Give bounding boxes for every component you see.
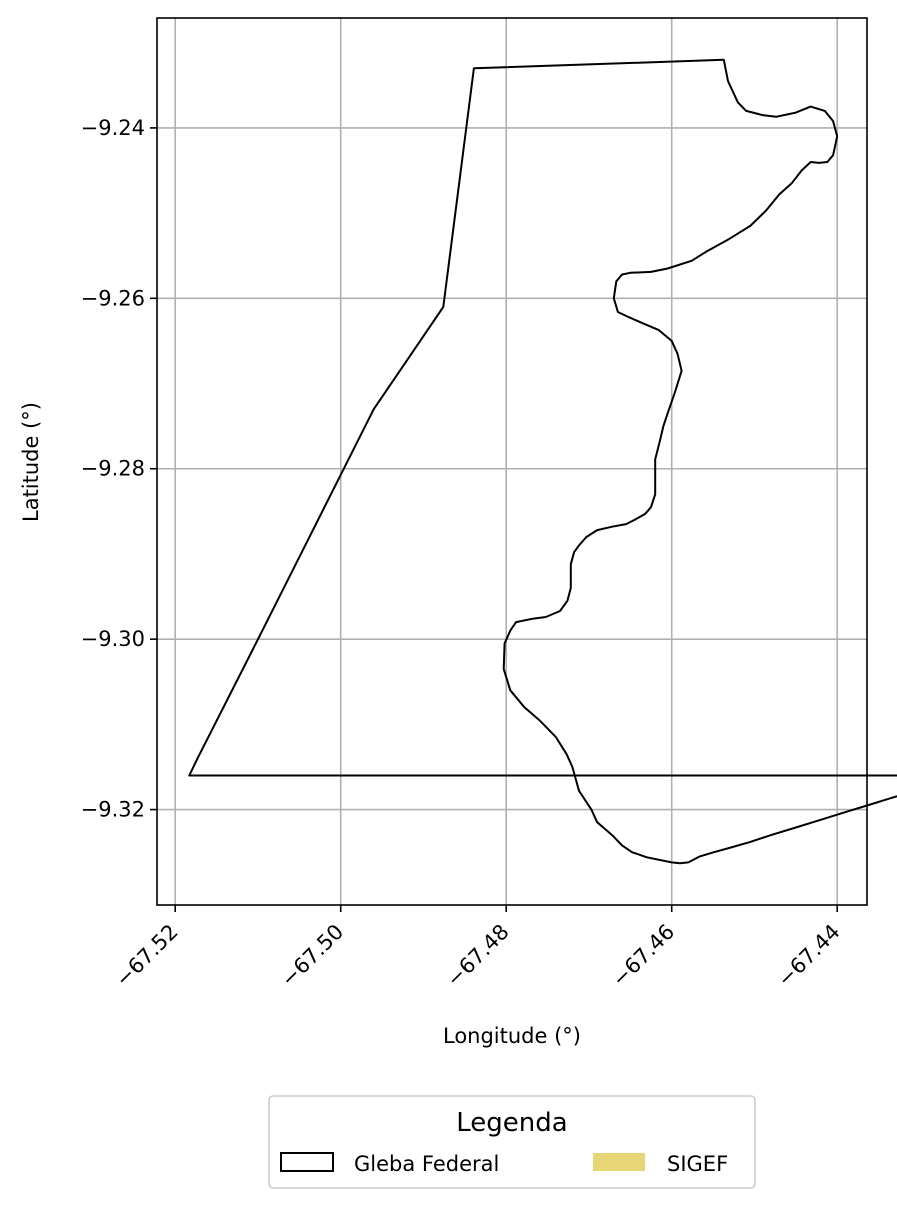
- map-shapes: [188, 58, 897, 865]
- grid-lines: [157, 18, 867, 905]
- y-tick-label: −9.30: [81, 627, 145, 651]
- x-axis-title: Longitude (°): [443, 1024, 581, 1048]
- y-axis-ticks: −9.24 −9.26 −9.28 −9.30 −9.32: [81, 116, 157, 822]
- legend-label-sigef: SIGEF: [667, 1152, 728, 1176]
- legend-label-gleba-federal: Gleba Federal: [354, 1152, 499, 1176]
- legend-swatch-sigef: [593, 1153, 645, 1171]
- legend-title: Legenda: [456, 1108, 567, 1138]
- y-tick-label: −9.32: [81, 798, 145, 822]
- y-tick-label: −9.24: [81, 116, 145, 140]
- y-axis-title: Latitude (°): [19, 402, 43, 522]
- legend-swatch-gleba-federal: [280, 1152, 334, 1172]
- plot-frame: [156, 17, 868, 906]
- legend: Legenda Gleba Federal SIGEF: [268, 1095, 756, 1189]
- y-tick-label: −9.28: [81, 457, 145, 481]
- y-tick-label: −9.26: [81, 286, 145, 310]
- gleba-federal-polygon: [188, 58, 897, 865]
